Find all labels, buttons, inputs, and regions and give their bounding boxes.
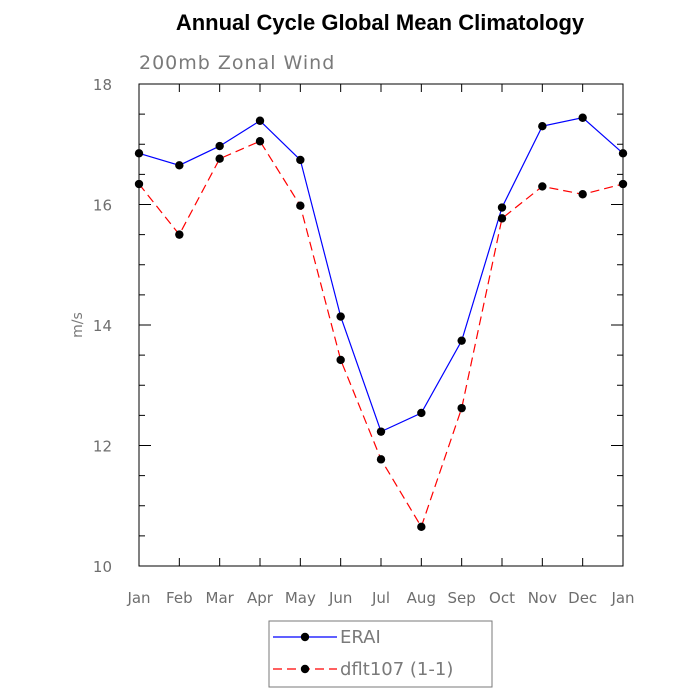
chart-title: Annual Cycle Global Mean Climatology <box>176 10 585 35</box>
x-tick-label: Feb <box>166 589 193 607</box>
y-tick-label: 12 <box>93 438 112 456</box>
chart-subtitle: 200mb Zonal Wind <box>139 52 335 74</box>
series-2-point <box>296 201 305 210</box>
plot-frame <box>138 83 624 567</box>
series-2-point <box>457 403 466 413</box>
x-tick-label: Nov <box>528 589 557 607</box>
x-tick-label: Jan <box>610 589 634 607</box>
x-tick-label: Jun <box>328 589 352 607</box>
series-2-point <box>175 230 184 239</box>
x-tick-label: Sep <box>448 589 476 607</box>
x-tick-label: Jul <box>371 589 390 607</box>
series-1-point <box>215 141 224 151</box>
series-1-point <box>175 161 184 170</box>
y-tick-label: 10 <box>93 558 112 576</box>
series-1-line <box>138 117 624 433</box>
series-layer <box>134 113 628 532</box>
series-2-point <box>618 179 628 189</box>
series-1-point <box>336 312 345 321</box>
axis-ticks <box>138 83 624 567</box>
x-tick-label: Oct <box>489 589 515 607</box>
series-1-point <box>255 116 265 125</box>
y-tick-label: 14 <box>93 317 112 335</box>
x-tick-label: Apr <box>247 589 274 607</box>
y-axis-label: m/s <box>70 312 86 338</box>
legend-label: ERAI <box>340 627 381 648</box>
series-1-point <box>134 149 144 158</box>
series-1-point <box>538 121 547 131</box>
series-2-point <box>134 179 144 189</box>
series-2-point <box>215 154 224 163</box>
x-tick-label: Dec <box>568 589 597 607</box>
series-2-point <box>497 214 507 223</box>
legend-marker <box>300 664 310 674</box>
series-2-point <box>578 190 587 199</box>
legend-box <box>268 620 493 688</box>
legend-marker <box>300 632 310 642</box>
series-1-point <box>497 203 507 212</box>
y-tick-labels: 10 12 14 16 18 <box>93 76 112 576</box>
legend: ERAI dflt107 (1-1) <box>268 620 493 688</box>
series-2-point <box>417 522 426 532</box>
series-1-point <box>417 408 426 418</box>
series-1 <box>134 113 628 436</box>
series-2-point <box>538 182 547 191</box>
x-tick-label: May <box>285 589 316 607</box>
series-2 <box>134 137 628 532</box>
series-2-point <box>255 137 265 146</box>
series-1-point <box>457 336 466 345</box>
x-tick-label: Jan <box>126 589 150 607</box>
series-2-point <box>336 355 345 365</box>
legend-label: dflt107 (1-1) <box>340 659 453 680</box>
x-tick-label: Mar <box>206 589 235 607</box>
x-tick-labels: Jan Feb Mar Apr May Jun Jul Aug Sep Oct Nov Dec Jan <box>126 589 634 607</box>
x-tick-label: Aug <box>407 589 436 607</box>
series-2-point <box>376 455 386 464</box>
y-tick-label: 18 <box>93 76 112 94</box>
series-1-point <box>578 113 587 122</box>
series-1-point <box>296 155 305 165</box>
y-tick-label: 16 <box>93 197 112 215</box>
series-1-point <box>618 149 628 158</box>
series-2-line <box>138 140 624 529</box>
series-1-point <box>376 427 386 436</box>
